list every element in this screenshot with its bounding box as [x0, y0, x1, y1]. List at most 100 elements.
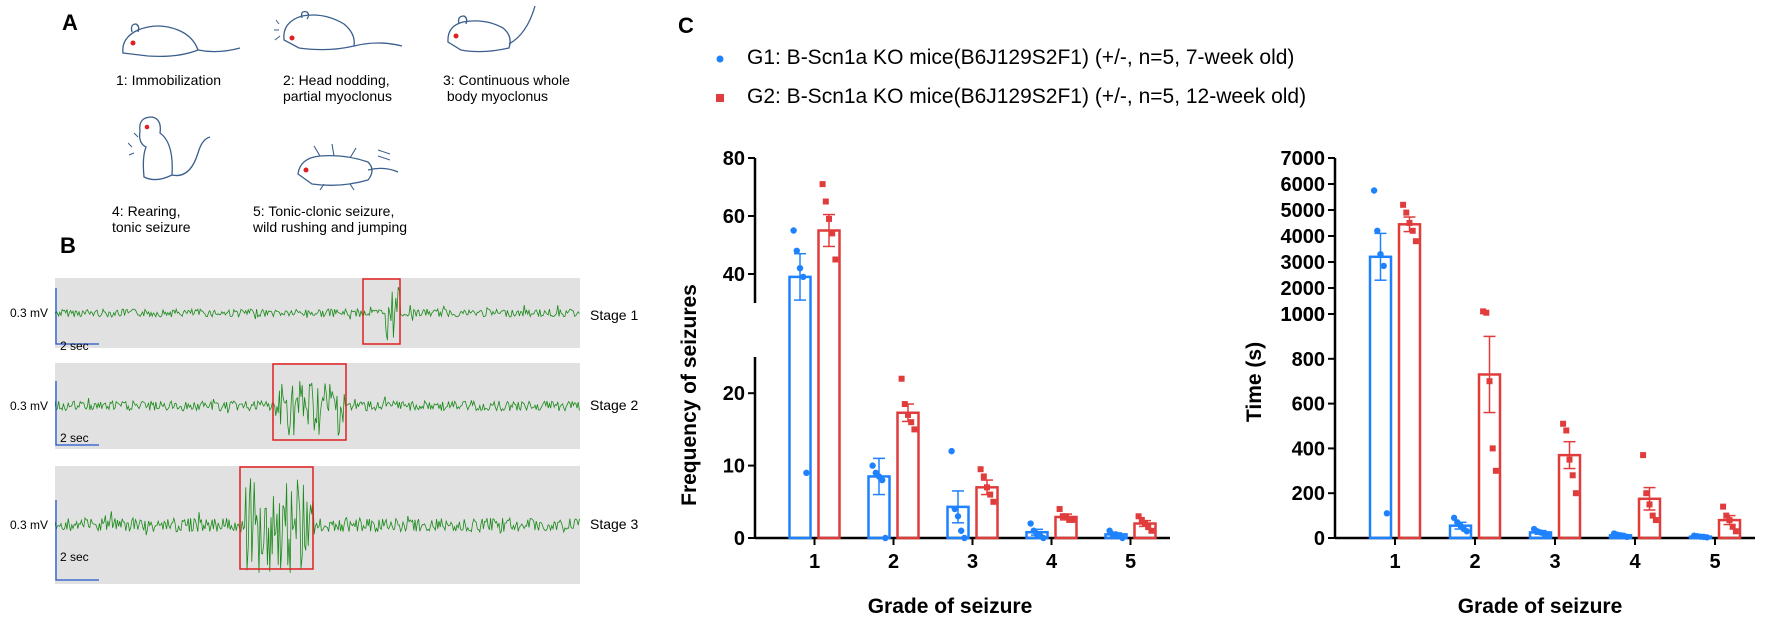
y-axis-label: Frequency of seizures [678, 284, 701, 506]
y-tick-label: 1000 [1281, 304, 1326, 326]
data-point [1027, 520, 1034, 527]
y-tick-label: 800 [1292, 349, 1325, 371]
data-point [1480, 308, 1487, 315]
stage-1-caption: 1: Immobilization [116, 72, 222, 88]
x-tick-label: 3 [1549, 551, 1560, 573]
y-tick-label: 60 [723, 206, 745, 228]
y-tick-label: 80 [723, 148, 745, 170]
data-point [1450, 514, 1458, 522]
x-tick-label: 4 [1046, 551, 1058, 573]
eeg-trace-stage-3 [55, 466, 580, 584]
y-tick-label: 600 [1292, 394, 1325, 416]
data-point [793, 247, 800, 254]
data-point [954, 513, 962, 520]
data-point [1569, 472, 1576, 479]
y-tick-label: 10 [723, 456, 745, 478]
voltage-scale-label: 0.3 mV [10, 518, 49, 532]
x-axis-label: Grade of seizure [1458, 595, 1623, 618]
x-tick-label: 3 [967, 551, 978, 573]
stage-label: Stage 1 [590, 307, 639, 323]
data-point [1148, 527, 1155, 534]
data-point [1380, 262, 1387, 270]
y-tick-label: 0 [1314, 528, 1325, 550]
y-tick-label: 3000 [1281, 252, 1326, 274]
data-point [832, 256, 839, 263]
data-point [1370, 187, 1378, 194]
data-point [879, 476, 886, 484]
time-chart: 1000 2000 3000 4000 5000 6000 7000 0 200 400 600 80… [1243, 148, 1755, 618]
data-point [905, 411, 911, 418]
data-point [829, 230, 836, 237]
data-point [1486, 378, 1493, 385]
data-point [1400, 201, 1407, 208]
bar [1368, 255, 1393, 540]
mouse-rearing-icon [128, 116, 211, 181]
seizure-highlight-box [362, 278, 401, 345]
data-point [1720, 503, 1727, 510]
data-point [1640, 452, 1647, 459]
data-point [1383, 510, 1391, 517]
data-point [800, 273, 807, 281]
data-point [977, 466, 984, 473]
y-tick-label: 40 [723, 264, 745, 286]
data-point [1056, 506, 1063, 513]
time-scale-label: 2 sec [60, 431, 89, 445]
data-point [1572, 490, 1579, 497]
data-point [1566, 456, 1573, 463]
mouse-immobilization-icon [122, 23, 241, 58]
data-point [1646, 501, 1653, 508]
data-point [1729, 523, 1736, 530]
legend-square-marker [716, 94, 724, 102]
eeg-trace-stage-1 [55, 278, 580, 348]
data-point [948, 447, 955, 455]
data-point [1483, 309, 1490, 316]
data-point [790, 227, 797, 234]
data-point [908, 419, 915, 426]
data-point [1409, 227, 1416, 234]
data-point [1543, 531, 1551, 538]
y-tick-label: 6000 [1281, 174, 1326, 196]
x-tick-label: 4 [1629, 551, 1641, 573]
data-point [803, 469, 810, 477]
data-point [1703, 534, 1711, 541]
seizure-highlight-box [239, 466, 314, 570]
data-point [911, 426, 918, 433]
x-tick-label: 1 [809, 551, 820, 573]
data-point [901, 401, 908, 408]
eeg-signal-line [55, 381, 580, 436]
x-tick-label: 2 [1469, 551, 1480, 573]
data-point [1119, 534, 1126, 542]
data-point [1649, 512, 1656, 519]
data-point [980, 473, 987, 480]
x-tick-label: 2 [888, 551, 899, 573]
data-point [1063, 513, 1069, 520]
eeg-trace-stage-2 [55, 363, 580, 449]
data-point [822, 198, 829, 205]
bar [788, 275, 812, 540]
data-point [990, 498, 997, 505]
data-point [1145, 524, 1152, 531]
y-tick-label: 2000 [1281, 278, 1326, 300]
seizure-highlight-box [272, 363, 347, 441]
y-tick-label: 7000 [1281, 148, 1326, 170]
data-point [1560, 420, 1567, 427]
bar [1397, 223, 1422, 540]
x-tick-label: 5 [1125, 551, 1136, 573]
data-point [1406, 220, 1413, 226]
data-point [796, 265, 804, 272]
data-point [1652, 517, 1659, 524]
eeg-signal-line [55, 286, 580, 341]
x-axis-label: Grade of seizure [868, 595, 1033, 618]
mouse-head-nodding-icon [274, 10, 403, 51]
y-tick-label: 20 [723, 383, 745, 405]
data-point [1135, 513, 1142, 520]
data-point [987, 491, 994, 498]
data-point [1040, 534, 1047, 542]
y-tick-label: 4000 [1281, 226, 1326, 248]
stage-2-caption: 2: Head nodding, partial myoclonus [283, 72, 392, 104]
data-point [1563, 427, 1570, 434]
stage-label: Stage 3 [590, 516, 639, 532]
x-tick-label: 5 [1709, 551, 1720, 573]
data-point [1066, 516, 1073, 523]
voltage-scale-label: 0.3 mV [10, 399, 49, 413]
